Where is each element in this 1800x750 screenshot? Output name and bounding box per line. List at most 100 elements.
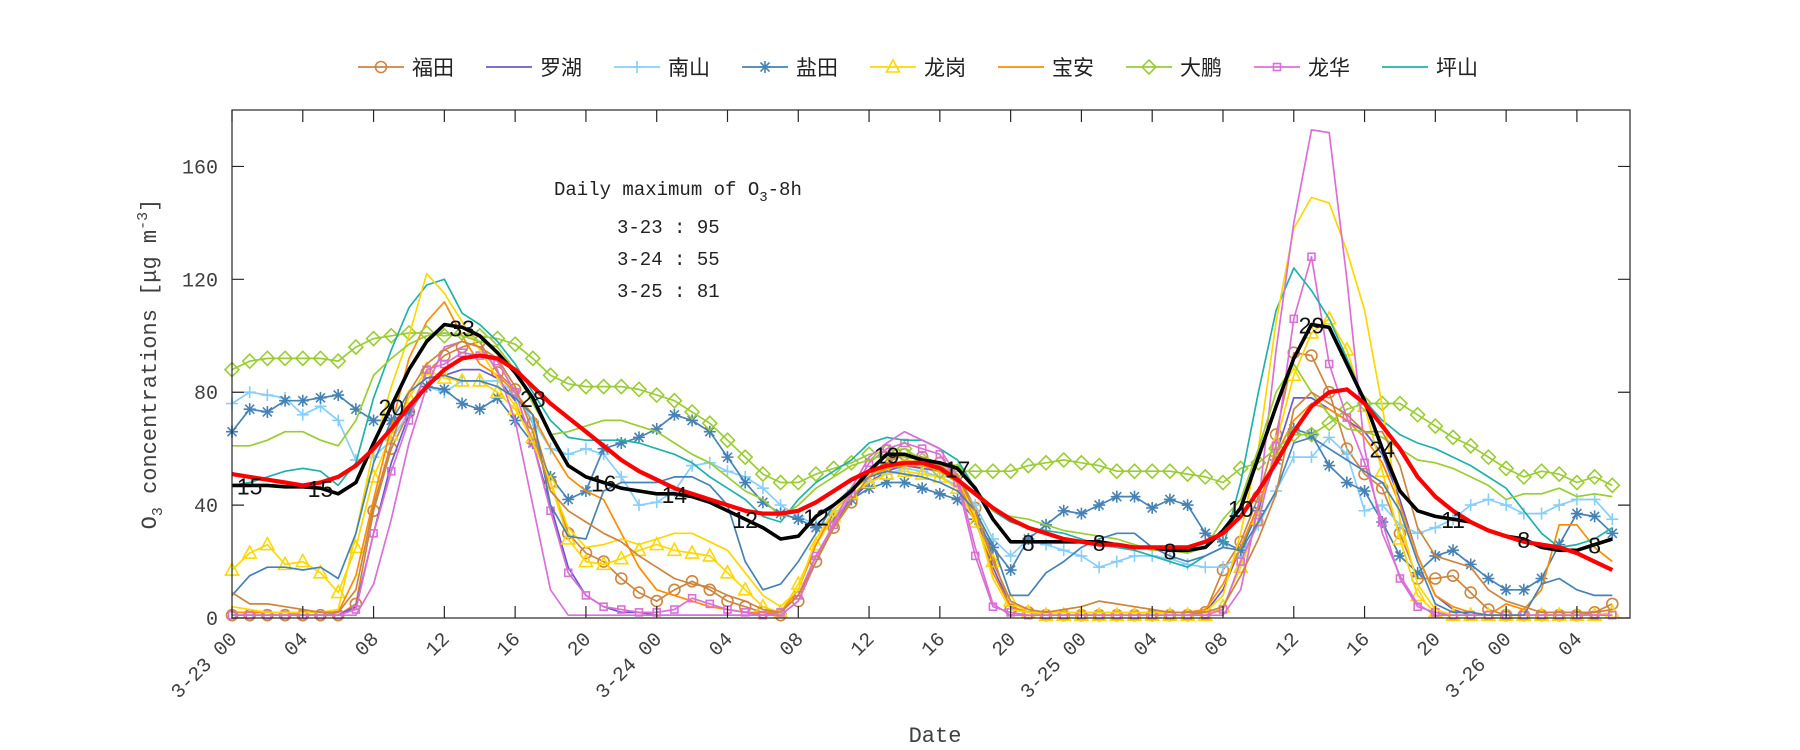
data-point-diamond bbox=[1427, 417, 1444, 435]
data-point-diamond bbox=[754, 465, 772, 483]
data-point-asterisk bbox=[1216, 535, 1229, 548]
data-point-diamond bbox=[1126, 463, 1143, 480]
data-point-triangle bbox=[277, 555, 293, 571]
data-point-diamond bbox=[1144, 463, 1161, 480]
data-point-plus bbox=[1500, 499, 1513, 512]
legend-item-罗湖[interactable]: 罗湖 bbox=[486, 56, 582, 80]
series-line bbox=[232, 255, 1613, 617]
point-label: 8 bbox=[1588, 533, 1601, 559]
data-point-diamond bbox=[1179, 465, 1196, 483]
data-point-diamond bbox=[400, 324, 418, 342]
data-point-asterisk bbox=[951, 493, 964, 506]
data-point-asterisk bbox=[349, 403, 362, 416]
data-point-triangle bbox=[666, 541, 683, 557]
data-point-diamond bbox=[613, 378, 630, 395]
series-line bbox=[232, 322, 1613, 553]
data-point-diamond bbox=[259, 350, 276, 367]
data-point-plus bbox=[1057, 544, 1070, 557]
data-point-diamond bbox=[1409, 406, 1426, 423]
data-point-asterisk bbox=[703, 425, 716, 438]
legend-item-福田[interactable]: 福田 bbox=[358, 56, 454, 80]
data-point-diamond bbox=[383, 327, 400, 344]
data-point-circle bbox=[632, 586, 646, 599]
point-label: 29 bbox=[1299, 312, 1325, 338]
data-point-asterisk bbox=[1517, 583, 1530, 596]
data-point-triangle bbox=[701, 547, 718, 562]
x-tick-label: 20 bbox=[564, 629, 597, 662]
x-tick-label: 12 bbox=[422, 629, 455, 662]
data-point-triangle bbox=[507, 400, 523, 415]
data-point-asterisk bbox=[756, 496, 769, 509]
data-point-square bbox=[687, 593, 697, 603]
data-point-square bbox=[386, 466, 396, 476]
data-point-triangle bbox=[737, 581, 754, 596]
data-point-asterisk bbox=[314, 391, 327, 404]
point-label: 11 bbox=[1441, 507, 1465, 533]
x-tick-label: 16 bbox=[918, 629, 951, 662]
data-point-asterisk bbox=[880, 476, 893, 489]
legend-item-盐田[interactable]: 盐田 bbox=[742, 56, 838, 80]
data-point-plus bbox=[1093, 561, 1106, 574]
data-point-diamond bbox=[595, 378, 612, 395]
data-point-diamond bbox=[1232, 460, 1249, 477]
legend-marker-circle-icon bbox=[374, 60, 388, 74]
data-point-triangle bbox=[489, 383, 506, 399]
legend-item-坪山[interactable]: 坪山 bbox=[1382, 56, 1478, 80]
legend-label: 罗湖 bbox=[540, 56, 582, 80]
legend-item-龙华[interactable]: 龙华 bbox=[1254, 56, 1350, 80]
data-point-square bbox=[563, 568, 573, 578]
legend-label: 龙华 bbox=[1308, 56, 1350, 80]
data-point-plus bbox=[756, 482, 769, 495]
data-point-square bbox=[882, 444, 892, 453]
data-point-triangle bbox=[648, 535, 665, 551]
data-point-plus bbox=[1075, 549, 1088, 562]
data-point-plus bbox=[332, 414, 345, 427]
data-point-diamond bbox=[347, 338, 365, 356]
y-tick-label: 160 bbox=[182, 157, 218, 180]
data-point-diamond bbox=[719, 432, 736, 449]
point-label: 8 bbox=[1093, 530, 1106, 556]
data-point-asterisk bbox=[668, 408, 681, 421]
x-axis-label: Date bbox=[909, 724, 962, 749]
point-label: 12 bbox=[732, 507, 758, 533]
data-point-diamond bbox=[790, 474, 807, 491]
legend-label: 大鹏 bbox=[1180, 56, 1222, 80]
data-point-diamond bbox=[330, 353, 347, 370]
series-layer bbox=[223, 128, 1621, 622]
x-tick-label: 16 bbox=[493, 629, 526, 662]
data-point-asterisk bbox=[438, 383, 451, 396]
data-point-circle bbox=[1305, 349, 1318, 362]
data-point-diamond bbox=[666, 392, 683, 409]
data-point-triangle bbox=[1232, 558, 1249, 573]
data-point-asterisk bbox=[279, 394, 292, 407]
data-point-circle bbox=[615, 572, 628, 585]
data-point-diamond bbox=[1444, 429, 1462, 446]
data-point-diamond bbox=[807, 465, 825, 483]
legend-label: 福田 bbox=[412, 56, 454, 80]
point-label: 8 bbox=[1517, 527, 1530, 553]
data-point-triangle bbox=[1392, 530, 1408, 545]
legend-item-龙岗[interactable]: 龙岗 bbox=[870, 56, 966, 80]
legend-item-大鹏[interactable]: 大鹏 bbox=[1126, 56, 1222, 80]
data-point-diamond bbox=[1533, 463, 1550, 480]
data-point-diamond bbox=[984, 463, 1002, 480]
data-point-diamond bbox=[1321, 415, 1338, 432]
data-point-plus bbox=[1340, 448, 1353, 461]
data-point-triangle bbox=[808, 535, 824, 551]
data-point-diamond bbox=[1303, 426, 1320, 443]
data-point-circle bbox=[1606, 597, 1619, 611]
data-point-circle bbox=[685, 575, 699, 588]
data-point-asterisk bbox=[261, 405, 274, 418]
data-point-plus bbox=[721, 465, 734, 478]
data-point-triangle bbox=[1285, 366, 1302, 382]
data-point-square bbox=[1377, 517, 1387, 527]
legend-item-南山[interactable]: 南山 bbox=[614, 56, 710, 80]
data-point-asterisk bbox=[1128, 490, 1141, 503]
legend-item-宝安[interactable]: 宝安 bbox=[998, 56, 1094, 80]
data-point-asterisk bbox=[1022, 532, 1035, 545]
data-point-diamond bbox=[1586, 468, 1603, 486]
data-point-asterisk bbox=[686, 414, 699, 427]
data-point-plus bbox=[579, 442, 592, 455]
data-point-asterisk bbox=[1500, 583, 1513, 596]
data-point-square bbox=[369, 529, 378, 538]
